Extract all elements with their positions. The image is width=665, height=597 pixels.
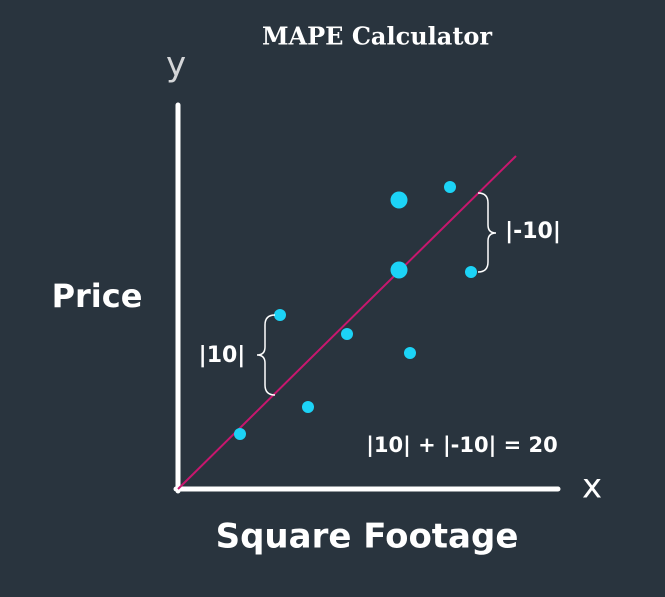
left-brace xyxy=(256,314,276,396)
points xyxy=(234,181,477,440)
point xyxy=(302,401,314,413)
y-letter: y xyxy=(166,45,186,85)
point xyxy=(390,261,408,279)
left-error-label: |10| xyxy=(199,343,246,368)
point xyxy=(341,328,353,340)
point xyxy=(465,266,477,278)
point xyxy=(390,191,408,209)
right-error-label: |-10| xyxy=(505,219,561,244)
point xyxy=(234,428,246,440)
point xyxy=(444,181,456,193)
right-brace xyxy=(477,192,497,273)
point xyxy=(404,347,416,359)
title: MAPE Calculator xyxy=(262,22,492,51)
x-label: Square Footage xyxy=(216,517,519,557)
x-letter: x xyxy=(582,467,602,507)
point xyxy=(274,309,286,321)
y-label: Price xyxy=(52,277,143,315)
equation: |10| + |-10| = 20 xyxy=(366,433,558,458)
